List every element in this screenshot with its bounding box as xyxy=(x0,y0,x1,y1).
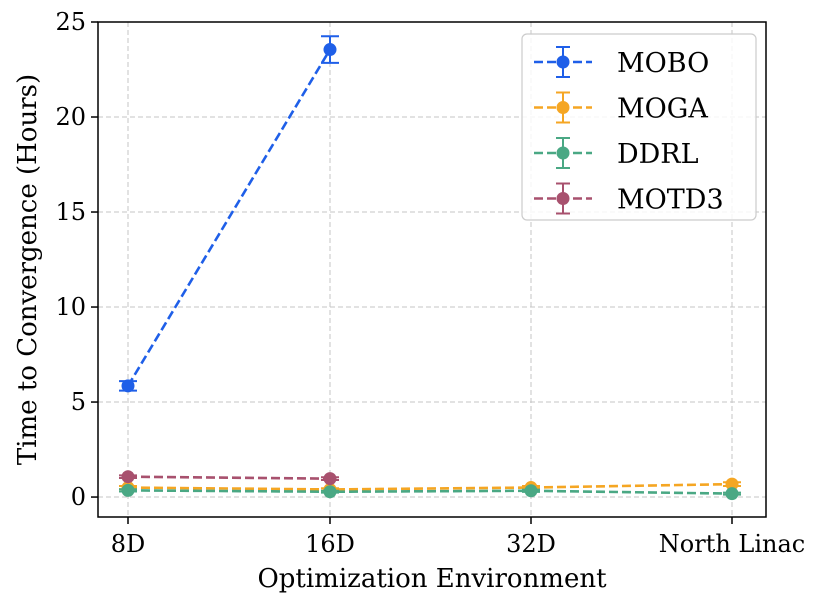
series-moga xyxy=(119,477,741,496)
legend-item-motd3: MOTD3 xyxy=(534,182,724,216)
data-point-motd3 xyxy=(323,472,337,486)
x-axis: 8D 16D 32D North Linac xyxy=(111,517,805,558)
legend-box xyxy=(521,33,757,221)
data-point-mobo xyxy=(323,43,337,57)
data-point-ddrl xyxy=(121,483,135,497)
data-point-ddrl xyxy=(725,487,739,501)
legend-label: MOTD3 xyxy=(617,185,724,216)
legend: MOBO MOGA DDRL MOTD3 xyxy=(521,33,757,221)
y-tick-label: 20 xyxy=(55,103,86,131)
data-point-moga xyxy=(725,477,739,491)
series-line-mobo xyxy=(126,48,332,387)
series-layer xyxy=(119,35,741,501)
y-tick-label: 5 xyxy=(71,388,86,416)
y-tick-label: 15 xyxy=(55,198,86,226)
x-tick-label: 16D xyxy=(305,530,355,558)
legend-label: MOBO xyxy=(617,48,709,79)
series-motd3 xyxy=(119,470,339,486)
x-tick-label: 32D xyxy=(506,530,556,558)
y-axis: 0 5 10 15 20 25 xyxy=(55,8,98,511)
legend-marker xyxy=(556,101,570,114)
y-tick-label: 25 xyxy=(55,8,86,36)
series-mobo xyxy=(119,35,339,393)
series-line-motd3 xyxy=(127,475,331,480)
series-line-ddrl xyxy=(127,489,733,495)
y-tick-label: 10 xyxy=(55,293,86,321)
legend-marker xyxy=(556,55,570,69)
legend-item-moga: MOGA xyxy=(534,91,708,125)
y-axis-label: Time to Convergence (Hours) xyxy=(13,74,43,465)
legend-label: DDRL xyxy=(617,139,699,170)
y-tick-label: 0 xyxy=(71,483,86,511)
data-point-ddrl xyxy=(524,484,538,498)
data-point-mobo xyxy=(121,379,135,393)
data-point-ddrl xyxy=(323,485,337,499)
legend-marker xyxy=(556,192,570,205)
legend-marker xyxy=(556,146,570,160)
legend-item-mobo: MOBO xyxy=(534,46,709,79)
x-tick-label: North Linac xyxy=(659,530,805,558)
x-tick-label: 8D xyxy=(111,530,146,558)
series-line-moga xyxy=(127,482,733,491)
series-ddrl xyxy=(119,483,741,501)
x-axis-label: Optimization Environment xyxy=(257,564,607,594)
legend-label: MOGA xyxy=(617,94,708,125)
legend-item-ddrl: DDRL xyxy=(534,137,699,170)
data-point-motd3 xyxy=(121,470,135,484)
plot-frame xyxy=(97,21,767,518)
